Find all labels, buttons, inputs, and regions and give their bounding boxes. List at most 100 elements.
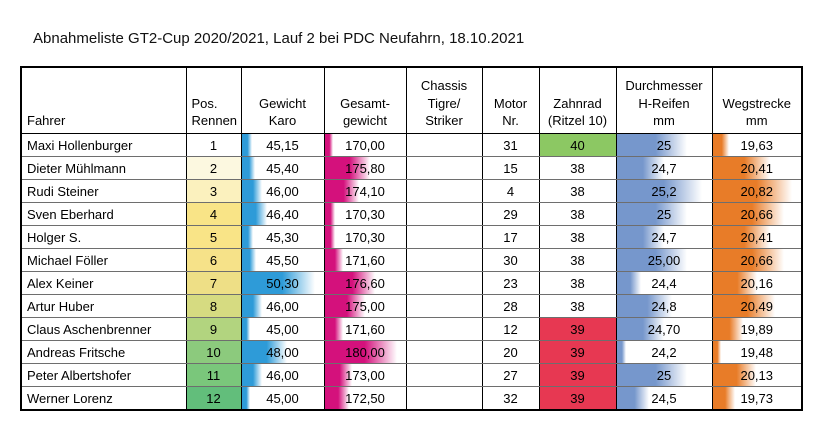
column-header-fahrer: Fahrer bbox=[20, 67, 187, 134]
gesamtgewicht-cell: 172,50 bbox=[323, 386, 407, 411]
pos-rennen-cell-value: 11 bbox=[206, 367, 221, 383]
wegstrecke-cell-databar bbox=[713, 226, 771, 248]
chassis-cell bbox=[405, 363, 483, 387]
pos-rennen-cell-value: 10 bbox=[206, 344, 221, 360]
pos-rennen-cell-value: 3 bbox=[209, 183, 218, 199]
durchmesser-cell: 25 bbox=[615, 202, 713, 226]
chassis-cell bbox=[405, 202, 483, 226]
pos-rennen-cell: 2 bbox=[185, 156, 242, 180]
wegstrecke-cell: 19,63 bbox=[711, 133, 803, 157]
gewicht-karo-cell-databar bbox=[242, 249, 256, 271]
zahnrad-cell-value: 39 bbox=[570, 367, 585, 383]
gesamtgewicht-cell-databar bbox=[325, 157, 371, 179]
wegstrecke-cell-value: 20,41 bbox=[740, 160, 774, 176]
fahrer-cell: Dieter Mühlmann bbox=[20, 156, 187, 180]
wegstrecke-cell-databar bbox=[713, 180, 793, 202]
motor-nr-cell-value: 15 bbox=[503, 160, 518, 176]
motor-nr-cell-value: 12 bbox=[503, 321, 518, 337]
wegstrecke-cell-databar bbox=[713, 157, 771, 179]
table-row: Maxi Hollenburger 1 45,15 170,00 31 40 25 19,63 bbox=[20, 133, 803, 157]
wegstrecke-cell-value: 19,48 bbox=[740, 344, 774, 360]
wegstrecke-cell: 19,73 bbox=[711, 386, 803, 411]
motor-nr-cell: 4 bbox=[481, 179, 540, 203]
motor-nr-cell-value: 17 bbox=[503, 229, 518, 245]
motor-nr-cell: 28 bbox=[481, 294, 540, 318]
motor-nr-cell: 30 bbox=[481, 248, 540, 272]
zahnrad-cell-value: 40 bbox=[570, 137, 585, 153]
wegstrecke-cell: 20,41 bbox=[711, 225, 803, 249]
pos-rennen-cell-value: 1 bbox=[209, 137, 218, 153]
durchmesser-cell: 25 bbox=[615, 133, 713, 157]
gewicht-karo-cell-value: 46,00 bbox=[266, 367, 299, 383]
table-row: Sven Eberhard 4 46,40 170,30 29 38 25 20,66 bbox=[20, 202, 803, 226]
gewicht-karo-cell: 45,00 bbox=[240, 386, 325, 411]
gewicht-karo-cell: 45,40 bbox=[240, 156, 325, 180]
fahrer-cell-value: Werner Lorenz bbox=[27, 390, 113, 406]
gewicht-karo-cell-databar bbox=[242, 157, 255, 179]
zahnrad-cell: 39 bbox=[538, 363, 617, 387]
durchmesser-cell-value: 25,2 bbox=[651, 183, 677, 199]
fahrer-cell: Rudi Steiner bbox=[20, 179, 187, 203]
gewicht-karo-cell-value: 46,40 bbox=[266, 206, 299, 222]
wegstrecke-cell-value: 19,73 bbox=[740, 390, 774, 406]
wegstrecke-cell: 19,48 bbox=[711, 340, 803, 364]
column-header-motor-nr: Motor Nr. bbox=[481, 67, 540, 134]
durchmesser-cell: 24,7 bbox=[615, 225, 713, 249]
gewicht-karo-cell-databar bbox=[242, 318, 250, 340]
gesamtgewicht-cell-databar bbox=[325, 272, 376, 294]
durchmesser-cell-value: 24,8 bbox=[651, 298, 677, 314]
motor-nr-cell-value: 20 bbox=[503, 344, 518, 360]
chassis-cell bbox=[405, 340, 483, 364]
gesamtgewicht-cell-value: 170,30 bbox=[345, 206, 385, 222]
fahrer-cell: Artur Huber bbox=[20, 294, 187, 318]
table-row: Alex Keiner 7 50,30 176,60 23 38 24,4 20,16 bbox=[20, 271, 803, 295]
wegstrecke-cell-value: 19,89 bbox=[740, 321, 774, 337]
gesamtgewicht-cell-value: 175,80 bbox=[345, 160, 385, 176]
durchmesser-cell-databar bbox=[617, 249, 687, 271]
wegstrecke-cell-databar bbox=[713, 341, 722, 363]
motor-nr-cell: 29 bbox=[481, 202, 540, 226]
gesamtgewicht-cell-value: 172,50 bbox=[345, 390, 385, 406]
durchmesser-cell-databar bbox=[617, 341, 626, 363]
pos-rennen-cell: 8 bbox=[185, 294, 242, 318]
pos-rennen-cell: 7 bbox=[185, 271, 242, 295]
zahnrad-cell: 38 bbox=[538, 248, 617, 272]
table-header: Fahrer Pos. Rennen Gewicht Karo Gesamt- … bbox=[20, 67, 803, 134]
gesamtgewicht-cell: 175,80 bbox=[323, 156, 407, 180]
table-row: Artur Huber 8 46,00 175,00 28 38 24,8 20,49 bbox=[20, 294, 803, 318]
motor-nr-cell: 20 bbox=[481, 340, 540, 364]
durchmesser-cell-databar bbox=[617, 203, 687, 225]
pos-rennen-cell: 4 bbox=[185, 202, 242, 226]
durchmesser-cell: 24,4 bbox=[615, 271, 713, 295]
chassis-cell bbox=[405, 133, 483, 157]
gesamtgewicht-cell: 180,00 bbox=[323, 340, 407, 364]
fahrer-cell-value: Claus Aschenbrenner bbox=[27, 321, 152, 337]
wegstrecke-cell: 20,41 bbox=[711, 156, 803, 180]
durchmesser-cell-value: 24,5 bbox=[651, 390, 677, 406]
gewicht-karo-cell: 46,40 bbox=[240, 202, 325, 226]
motor-nr-cell-value: 23 bbox=[503, 275, 518, 291]
motor-nr-cell: 17 bbox=[481, 225, 540, 249]
durchmesser-cell: 24,70 bbox=[615, 317, 713, 341]
durchmesser-cell: 25,00 bbox=[615, 248, 713, 272]
zahnrad-cell-value: 39 bbox=[570, 321, 585, 337]
fahrer-cell: Maxi Hollenburger bbox=[20, 133, 187, 157]
pos-rennen-cell: 6 bbox=[185, 248, 242, 272]
pos-rennen-cell: 5 bbox=[185, 225, 242, 249]
zahnrad-cell-value: 38 bbox=[570, 275, 585, 291]
pos-rennen-cell: 9 bbox=[185, 317, 242, 341]
wegstrecke-cell-databar bbox=[713, 134, 730, 156]
fahrer-cell-value: Artur Huber bbox=[27, 298, 95, 314]
zahnrad-cell: 38 bbox=[538, 225, 617, 249]
wegstrecke-cell: 20,13 bbox=[711, 363, 803, 387]
gewicht-karo-cell-value: 45,00 bbox=[266, 321, 299, 337]
table-row: Andreas Fritsche 10 48,00 180,00 20 39 24,2 19,… bbox=[20, 340, 803, 364]
gewicht-karo-cell: 46,00 bbox=[240, 294, 325, 318]
durchmesser-cell-databar bbox=[617, 226, 664, 248]
motor-nr-cell: 12 bbox=[481, 317, 540, 341]
durchmesser-cell-databar bbox=[617, 157, 664, 179]
durchmesser-cell-databar bbox=[617, 295, 672, 317]
chassis-cell bbox=[405, 248, 483, 272]
column-header-wegstrecke: Wegstrecke mm bbox=[711, 67, 803, 134]
